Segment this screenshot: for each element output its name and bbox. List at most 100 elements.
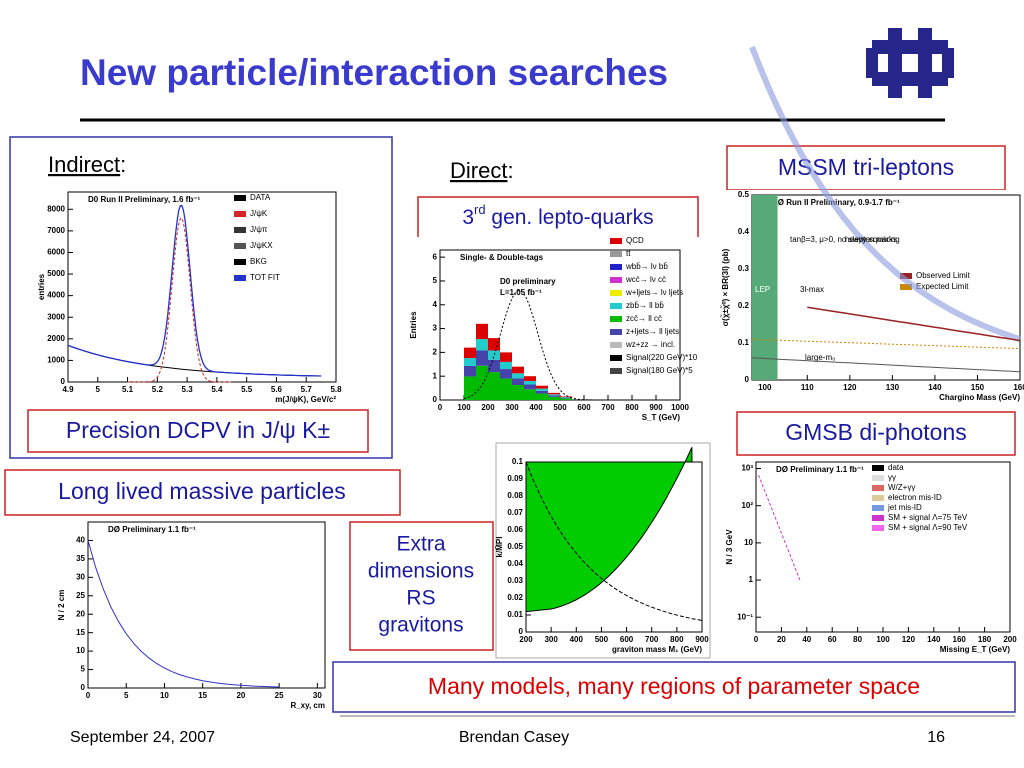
footer-date: September 24, 2007 bbox=[70, 729, 215, 746]
histogram-bar bbox=[476, 365, 488, 400]
x-tick-label: 140 bbox=[927, 635, 941, 644]
y-tick-label: 0.1 bbox=[738, 338, 750, 347]
legend-swatch bbox=[234, 275, 246, 281]
legend-swatch bbox=[234, 259, 246, 265]
y-tick-label: 0 bbox=[433, 395, 438, 404]
x-axis-label: graviton mass M₁ (GeV) bbox=[612, 645, 702, 654]
legend-swatch bbox=[872, 525, 884, 531]
histogram-bar bbox=[476, 323, 488, 340]
x-tick-label: 800 bbox=[670, 635, 684, 644]
legend-label: QCD bbox=[626, 236, 644, 245]
legend-swatch bbox=[872, 485, 884, 491]
x-tick-label: 0 bbox=[86, 691, 91, 700]
y-tick-label: 0.06 bbox=[507, 525, 523, 534]
histogram-bar bbox=[548, 395, 560, 397]
x-tick-label: 900 bbox=[695, 635, 709, 644]
x-tick-label: 130 bbox=[886, 383, 900, 392]
y-tick-label: 10³ bbox=[741, 464, 753, 473]
legend-label: wbb̄→ lν bb̄ bbox=[625, 262, 668, 271]
histogram-bar bbox=[536, 393, 548, 400]
y-tick-label: 3000 bbox=[47, 312, 65, 321]
x-tick-label: 110 bbox=[801, 383, 814, 392]
legend-swatch bbox=[610, 355, 622, 361]
legend-swatch bbox=[610, 277, 622, 283]
indirect-label: Indirect: bbox=[48, 152, 126, 177]
x-tick-label: 0 bbox=[438, 403, 443, 412]
x-tick-label: 20 bbox=[777, 635, 786, 644]
plot-frame bbox=[751, 194, 1021, 381]
x-tick-label: 120 bbox=[843, 383, 857, 392]
y-tick-label: 35 bbox=[76, 554, 85, 563]
x-tick-label: 500 bbox=[553, 403, 567, 412]
x-tick-label: 20 bbox=[236, 691, 245, 700]
histogram-bar bbox=[512, 366, 524, 374]
legend-label: SM + signal Λ=90 TeV bbox=[888, 523, 968, 532]
x-tick-label: 5.1 bbox=[122, 385, 134, 394]
caption-line: gravitons bbox=[378, 614, 463, 637]
x-tick-label: 15 bbox=[198, 691, 207, 700]
legend-label: wz+zz → incl. bbox=[625, 340, 675, 349]
histogram-bar bbox=[488, 359, 500, 373]
legend-label: jet mis-ID bbox=[887, 503, 922, 512]
y-tick-label: 6000 bbox=[47, 248, 65, 257]
y-tick-label: 10² bbox=[741, 501, 753, 510]
y-tick-label: 7000 bbox=[47, 226, 65, 235]
legend-swatch bbox=[234, 195, 246, 201]
histogram-bar bbox=[500, 352, 512, 362]
histogram-bar bbox=[488, 350, 500, 360]
legend-swatch bbox=[610, 368, 622, 374]
x-tick-label: 0 bbox=[754, 635, 759, 644]
direct-label: Direct: bbox=[450, 158, 514, 183]
summary: Many models, many regions of parameter s… bbox=[428, 673, 920, 699]
x-axis-label: m(J/ψK), GeV/c² bbox=[275, 395, 336, 404]
legend-swatch bbox=[900, 284, 912, 290]
footer-author: Brendan Casey bbox=[459, 729, 569, 746]
histogram-bar bbox=[524, 380, 536, 385]
y-tick-label: 1 bbox=[749, 575, 754, 584]
x-axis-label: R_xy, cm bbox=[290, 701, 325, 710]
x-tick-label: 600 bbox=[577, 403, 591, 412]
caption: Precision DCPV in J/ψ K± bbox=[66, 417, 330, 443]
x-tick-label: 100 bbox=[876, 635, 890, 644]
legend-swatch bbox=[872, 505, 884, 511]
y-tick-label: 0.05 bbox=[507, 542, 523, 551]
y-tick-label: 0 bbox=[61, 377, 66, 386]
y-tick-label: 1 bbox=[433, 371, 438, 380]
legend-swatch bbox=[872, 465, 884, 471]
y-tick-label: 0 bbox=[81, 683, 86, 692]
caption-box bbox=[726, 145, 1006, 191]
plot-note: tanβ=3, μ>0, no slepton mixing bbox=[790, 235, 900, 244]
y-tick-label: 5000 bbox=[47, 269, 65, 278]
legend-label: data bbox=[888, 463, 904, 472]
legend-swatch bbox=[234, 227, 246, 233]
x-tick-label: 5.5 bbox=[241, 385, 253, 394]
legend-swatch bbox=[610, 264, 622, 270]
legend-label: W/Z+γγ bbox=[888, 483, 915, 492]
y-tick-label: 10⁻¹ bbox=[737, 612, 753, 621]
y-tick-label: 5 bbox=[81, 665, 86, 674]
plot-note: D0 preliminary bbox=[500, 277, 556, 286]
x-tick-label: 300 bbox=[505, 403, 519, 412]
caption-box bbox=[736, 411, 1016, 456]
histogram-bar bbox=[500, 361, 512, 370]
y-tick-label: 6 bbox=[433, 252, 438, 261]
y-tick-label: 0.2 bbox=[738, 301, 750, 310]
histogram-bar bbox=[524, 384, 536, 390]
curve bbox=[463, 289, 632, 401]
x-tick-label: 900 bbox=[649, 403, 663, 412]
x-tick-label: 180 bbox=[978, 635, 992, 644]
x-tick-label: 30 bbox=[313, 691, 322, 700]
histogram-bar bbox=[524, 389, 536, 400]
legend-label: Expected Limit bbox=[916, 282, 969, 291]
x-tick-label: 5.3 bbox=[182, 385, 194, 394]
y-tick-label: 0.09 bbox=[507, 474, 523, 483]
histogram-bar bbox=[560, 397, 572, 399]
x-tick-label: 150 bbox=[971, 383, 985, 392]
x-tick-label: 10 bbox=[160, 691, 169, 700]
x-tick-label: 200 bbox=[1003, 635, 1017, 644]
footer-page: 16 bbox=[927, 729, 945, 746]
legend-label: electron mis-ID bbox=[888, 493, 942, 502]
legend-swatch bbox=[610, 316, 622, 322]
histogram-bar bbox=[464, 365, 476, 377]
y-tick-label: 0.4 bbox=[738, 227, 750, 236]
